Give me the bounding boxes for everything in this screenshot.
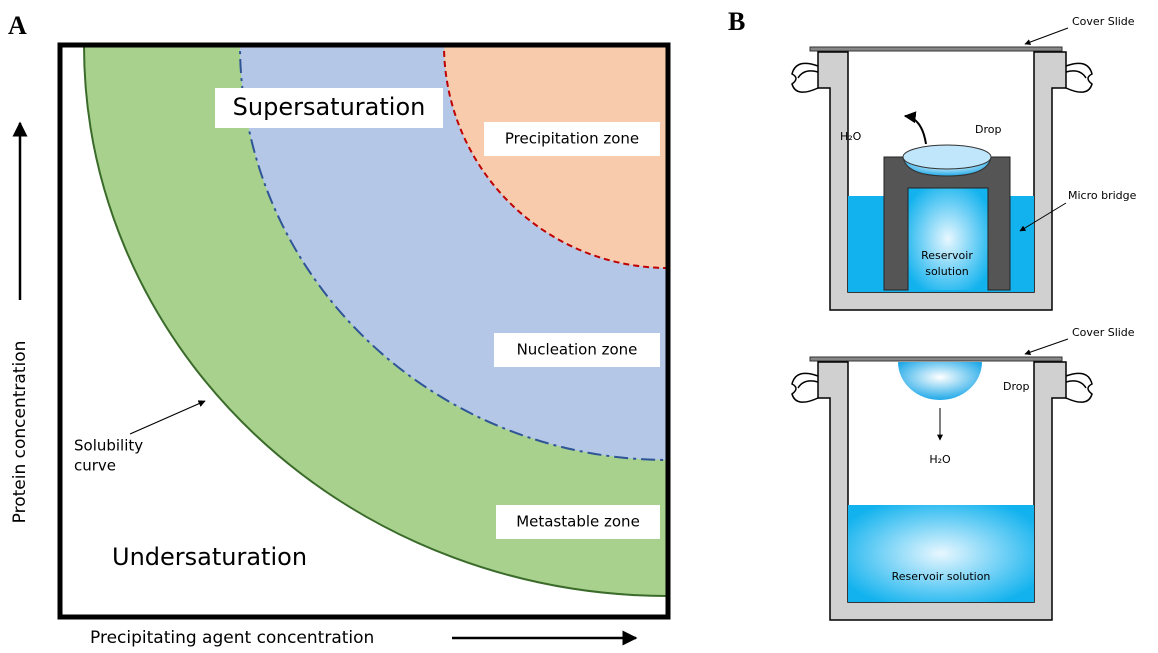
reservoir-label: solution bbox=[925, 265, 969, 278]
panel-label: A bbox=[8, 11, 27, 40]
y-axis-label: Protein concentration bbox=[10, 341, 30, 524]
bridge-label: Micro bridge bbox=[1068, 189, 1137, 202]
figure: A Supersaturation Precipitation zone Nuc… bbox=[0, 0, 1158, 653]
curve-label: Solubility bbox=[74, 437, 143, 455]
cover-slide bbox=[810, 357, 1062, 361]
cover-label: Cover Slide bbox=[1072, 15, 1135, 28]
region-label: Nucleation zone bbox=[517, 341, 638, 359]
region-label: Supersaturation bbox=[233, 93, 426, 121]
pointer-arrow bbox=[1025, 28, 1068, 44]
reservoir bbox=[848, 505, 1034, 602]
cover-label: Cover Slide bbox=[1072, 326, 1135, 339]
cover-slide bbox=[810, 47, 1062, 51]
region-label: Precipitation zone bbox=[505, 130, 639, 148]
curve-label: curve bbox=[74, 457, 116, 475]
region-label: Metastable zone bbox=[516, 513, 640, 531]
region-label: Undersaturation bbox=[112, 543, 307, 571]
x-axis-label: Precipitating agent concentration bbox=[90, 628, 374, 648]
hanging-drop-well: Drop H₂O Reservoir solution Cover Slide bbox=[792, 326, 1135, 620]
reservoir-label: Reservoir bbox=[921, 249, 973, 262]
drop-label: Drop bbox=[1003, 380, 1029, 393]
drop-label: Drop bbox=[975, 123, 1001, 136]
drop-surface bbox=[903, 145, 991, 169]
water-label: H₂O bbox=[840, 130, 862, 143]
sitting-drop-well: H₂O Drop Micro bridge Reservoir solution… bbox=[792, 15, 1137, 310]
panel-label: B bbox=[728, 7, 745, 36]
water-label: H₂O bbox=[929, 453, 951, 466]
hanging-drop bbox=[898, 362, 982, 400]
reservoir-label: Reservoir solution bbox=[892, 570, 991, 583]
pointer-arrow bbox=[1025, 339, 1068, 354]
evaporation-arrow bbox=[905, 116, 926, 144]
